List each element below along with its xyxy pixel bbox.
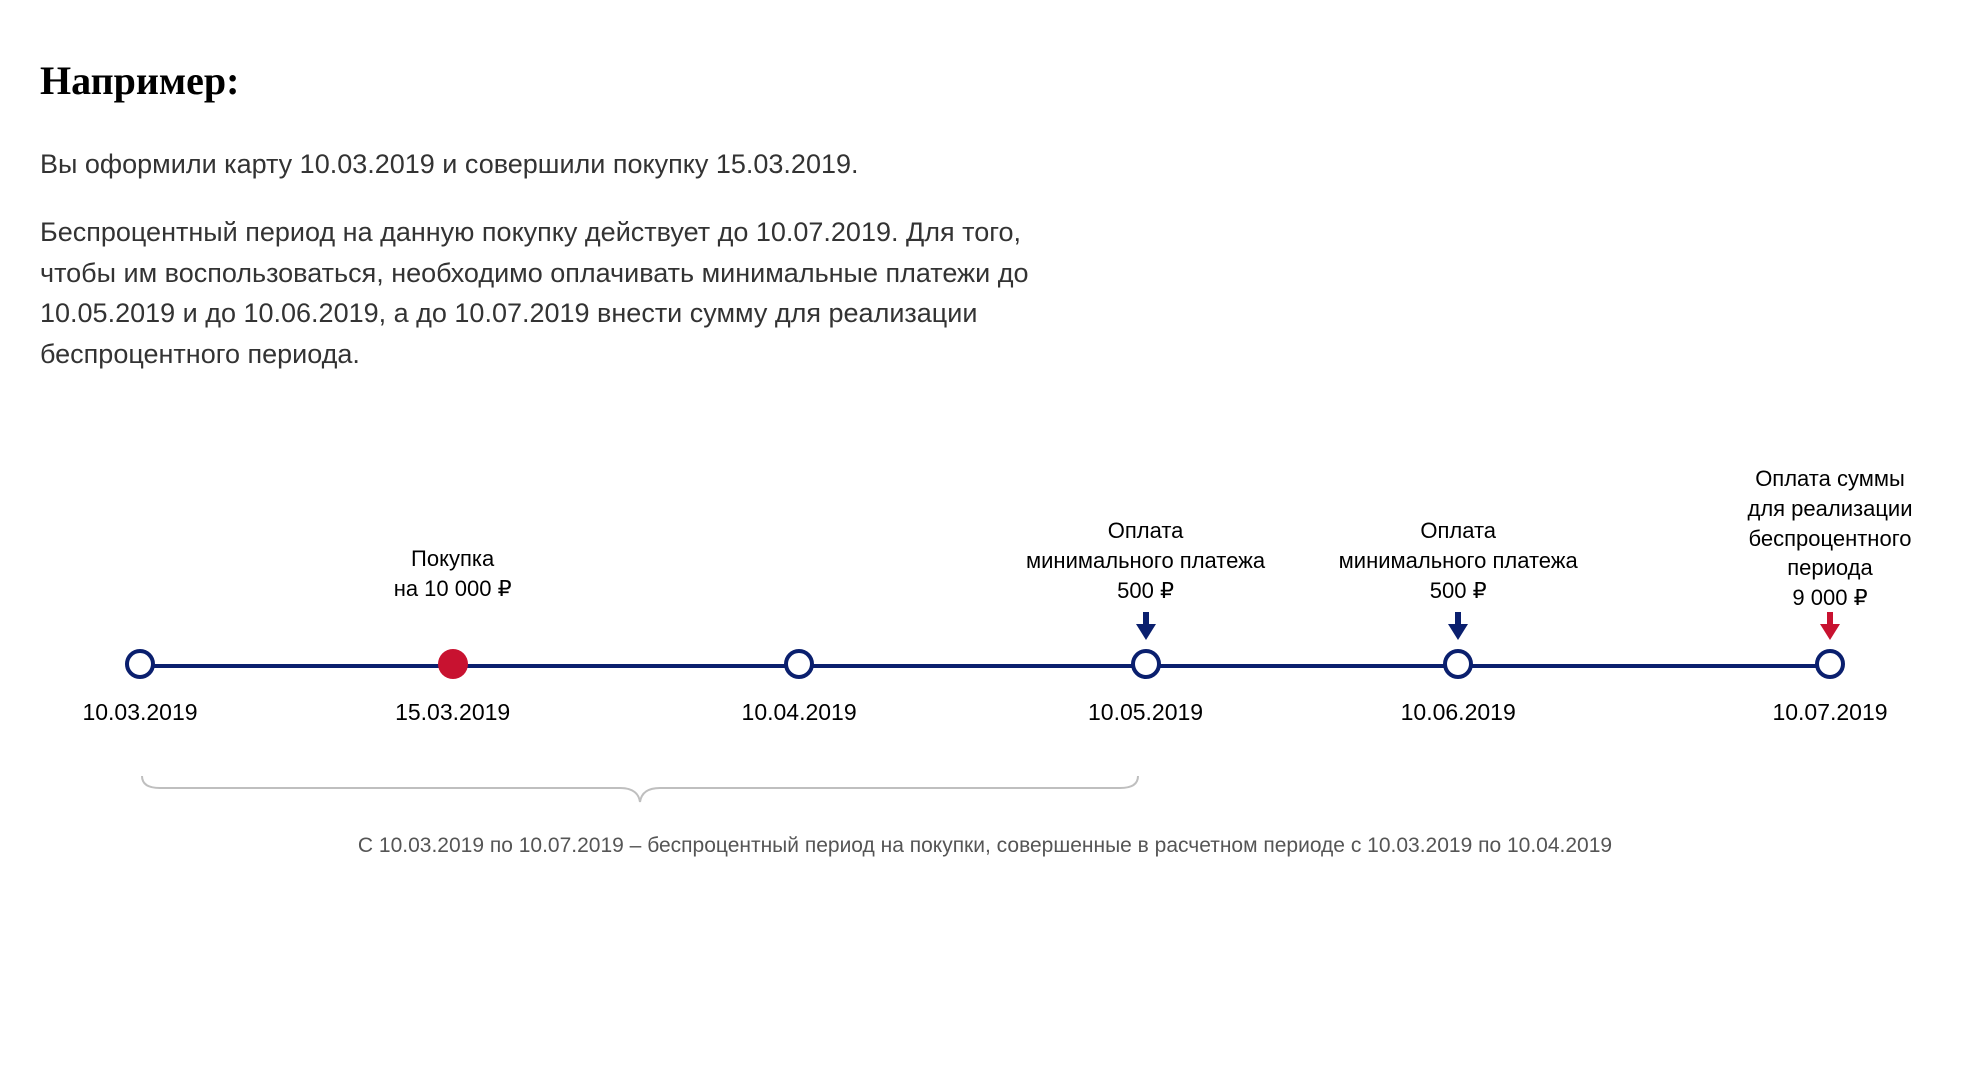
timeline-annotation-1: Покупкана 10 000 ₽ [394, 544, 512, 603]
annotation-line: беспроцентного [1747, 524, 1912, 554]
down-arrow-icon [1136, 624, 1156, 640]
timeline-axis [140, 664, 1830, 668]
timeline-date-0: 10.03.2019 [82, 699, 197, 726]
timeline-annotation-5: Оплата суммыдля реализациибеспроцентного… [1747, 464, 1912, 612]
annotation-line: Оплата [1339, 516, 1578, 546]
timeline-date-4: 10.06.2019 [1401, 699, 1516, 726]
timeline-date-5: 10.07.2019 [1772, 699, 1887, 726]
annotation-line: для реализации [1747, 494, 1912, 524]
annotation-line: минимального платежа [1026, 546, 1265, 576]
timeline-node-3 [1131, 649, 1161, 679]
down-arrow-icon [1820, 624, 1840, 640]
intro-paragraph-2: Беспроцентный период на данную покупку д… [40, 212, 1090, 374]
annotation-line: 9 000 ₽ [1747, 583, 1912, 613]
annotation-line: Оплата суммы [1747, 464, 1912, 494]
timeline-node-2 [784, 649, 814, 679]
annotation-line: на 10 000 ₽ [394, 574, 512, 604]
timeline-annotation-3: Оплатаминимального платежа500 ₽ [1026, 516, 1265, 605]
down-arrow-icon [1448, 624, 1468, 640]
timeline-node-0 [125, 649, 155, 679]
timeline-node-4 [1443, 649, 1473, 679]
timeline-annotation-4: Оплатаминимального платежа500 ₽ [1339, 516, 1578, 605]
section-heading: Например: [40, 57, 1930, 104]
brace-container [140, 774, 1830, 814]
annotation-line: минимального платежа [1339, 546, 1578, 576]
arrow-stem [1827, 612, 1833, 626]
annotation-line: периода [1747, 553, 1912, 583]
intro-block: Вы оформили карту 10.03.2019 и совершили… [40, 144, 1930, 375]
curly-brace-icon [140, 774, 1140, 804]
timeline: 10.03.201915.03.2019Покупкана 10 000 ₽10… [140, 464, 1830, 724]
annotation-line: Покупка [394, 544, 512, 574]
intro-paragraph-1: Вы оформили карту 10.03.2019 и совершили… [40, 144, 1090, 185]
annotation-line: Оплата [1026, 516, 1265, 546]
timeline-date-2: 10.04.2019 [742, 699, 857, 726]
annotation-line: 500 ₽ [1026, 576, 1265, 606]
arrow-stem [1143, 612, 1149, 626]
timeline-date-3: 10.05.2019 [1088, 699, 1203, 726]
timeline-date-1: 15.03.2019 [395, 699, 510, 726]
timeline-container: 10.03.2019 15.03.2019 Покупкана 10 000 ₽ 10… [40, 464, 1930, 858]
timeline-node-5 [1815, 649, 1845, 679]
annotation-line: 500 ₽ [1339, 576, 1578, 606]
arrow-stem [1455, 612, 1461, 626]
timeline-caption: С 10.03.2019 по 10.07.2019 – беспроцентн… [140, 834, 1830, 858]
timeline-node-1 [438, 649, 468, 679]
